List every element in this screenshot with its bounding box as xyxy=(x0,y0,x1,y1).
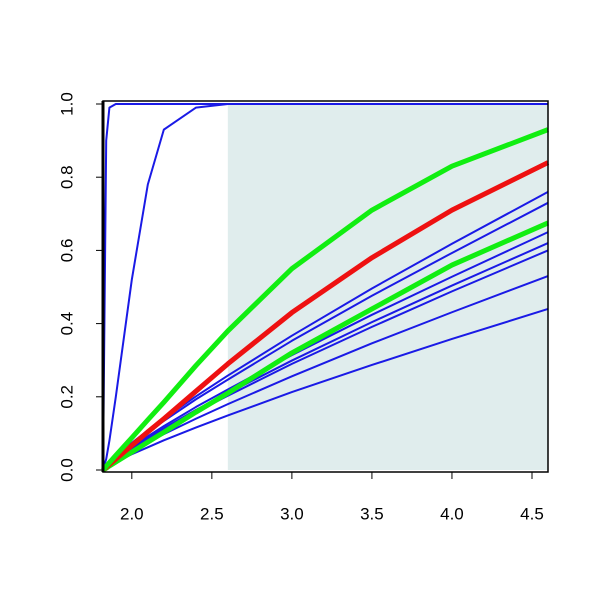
x-tick-label: 2.0 xyxy=(120,504,144,523)
y-tick-label: 1.0 xyxy=(57,92,76,116)
y-tick-label: 0.6 xyxy=(57,239,76,263)
x-tick-label: 4.0 xyxy=(440,504,464,523)
y-tick-label: 0.8 xyxy=(57,165,76,189)
x-tick-label: 3.0 xyxy=(280,504,304,523)
y-tick-label: 0.4 xyxy=(57,312,76,336)
x-tick-label: 4.5 xyxy=(520,504,544,523)
x-tick-label: 2.5 xyxy=(200,504,224,523)
y-tick-label: 0.0 xyxy=(57,458,76,482)
line-series xyxy=(101,127,549,472)
line-series xyxy=(102,103,548,471)
x-tick-label: 3.5 xyxy=(360,504,384,523)
y-tick-label: 0.2 xyxy=(57,385,76,409)
